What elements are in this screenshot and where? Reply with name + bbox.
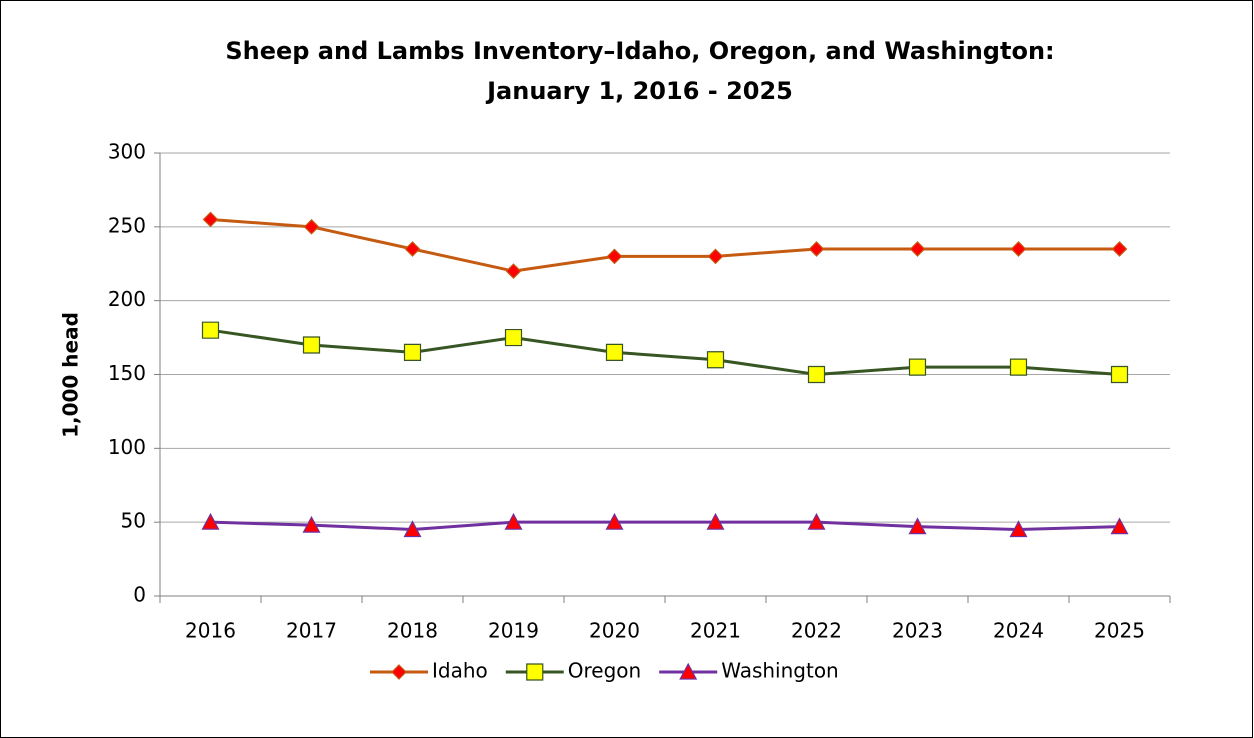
y-tick-label: 150 [108, 361, 146, 385]
marker [391, 664, 407, 680]
marker [403, 343, 422, 361]
marker [505, 263, 522, 279]
marker [706, 512, 725, 530]
legend-label: Oregon [568, 659, 641, 683]
y-tick-label: 250 [108, 213, 146, 237]
x-tick-label: 2025 [1094, 619, 1145, 643]
marker [605, 512, 624, 530]
y-axis-label: 1,000 head [59, 312, 83, 438]
marker [303, 218, 320, 235]
marker [404, 241, 421, 257]
marker [1110, 517, 1129, 535]
x-tick-label: 2016 [185, 619, 236, 643]
x-tick-label: 2018 [387, 619, 438, 643]
marker [706, 351, 725, 369]
chart-title: January 1, 2016 - 2025 [485, 77, 793, 105]
legend-label: Idaho [432, 659, 488, 683]
marker [526, 663, 544, 681]
marker [1009, 358, 1028, 376]
series-line [210, 328, 1120, 377]
y-tick-label: 50 [121, 509, 146, 533]
x-tick-label: 2019 [488, 619, 539, 643]
y-tick-label: 100 [108, 435, 146, 459]
marker [201, 512, 220, 530]
marker [908, 517, 927, 535]
marker [202, 211, 219, 228]
marker [1010, 241, 1027, 257]
x-tick-label: 2022 [791, 619, 842, 643]
y-tick-label: 300 [108, 140, 146, 164]
marker [1009, 520, 1028, 538]
marker [807, 365, 826, 384]
marker [707, 248, 724, 265]
series-line [210, 217, 1120, 273]
marker [808, 241, 825, 257]
marker [605, 343, 624, 361]
x-tick-label: 2024 [993, 619, 1044, 643]
chart-title: Sheep and Lambs Inventory–Idaho, Oregon,… [225, 37, 1054, 65]
x-tick-label: 2020 [589, 619, 640, 643]
x-tick-label: 2023 [892, 619, 943, 643]
marker [1111, 241, 1128, 257]
x-tick-label: 2021 [690, 619, 741, 643]
y-tick-label: 0 [133, 583, 146, 607]
series-line [210, 520, 1120, 532]
marker [302, 336, 321, 354]
marker [302, 515, 321, 533]
x-tick-label: 2017 [286, 619, 337, 643]
marker [504, 328, 523, 347]
marker [201, 321, 220, 339]
y-tick-label: 200 [108, 287, 146, 311]
marker [403, 520, 422, 538]
marker [908, 358, 927, 376]
marker [679, 662, 698, 680]
marker [504, 512, 523, 530]
marker [1110, 365, 1129, 384]
marker [909, 241, 926, 257]
marker [606, 248, 623, 265]
marker [807, 512, 826, 530]
legend-label: Washington [721, 659, 839, 683]
